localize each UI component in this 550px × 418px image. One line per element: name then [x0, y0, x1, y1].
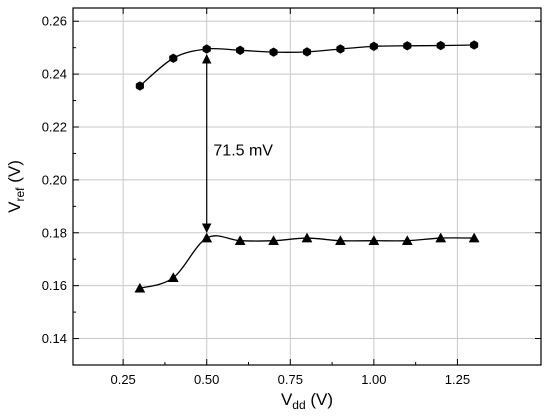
plot-frame — [72, 7, 542, 366]
data-point — [134, 282, 146, 293]
series-layer — [134, 40, 480, 293]
data-point — [336, 44, 345, 54]
data-point — [368, 235, 380, 245]
x-tick-label: 1.00 — [361, 372, 386, 387]
data-point — [301, 232, 313, 243]
data-point — [335, 235, 346, 245]
data-point — [167, 272, 179, 282]
y-axis-title-unit: (V) — [5, 160, 24, 187]
y-tick-label: 0.16 — [42, 278, 67, 293]
y-tick-label: 0.22 — [42, 120, 67, 135]
y-tick-label: 0.26 — [42, 14, 67, 29]
y-axis-title: Vref (V) — [5, 160, 27, 213]
data-point — [403, 41, 412, 51]
x-axis-title: Vdd (V) — [281, 390, 333, 412]
data-point — [435, 232, 447, 243]
tick-layer: 0.25 0.50 0.75 1.00 1.25 0.14 0.16 0.18 0.20 0.22… — [42, 8, 541, 387]
data-point — [470, 40, 479, 50]
x-axis-title-main: V — [281, 390, 293, 409]
x-tick-label: 0.75 — [278, 372, 303, 387]
series-hexagon — [135, 40, 479, 91]
y-tick-label: 0.18 — [42, 225, 67, 240]
series-line — [139, 235, 475, 289]
x-tick-label: 1.25 — [445, 372, 470, 387]
annotation-label: 71.5 mV — [213, 142, 273, 159]
y-tick-label: 0.14 — [42, 331, 67, 346]
data-point — [369, 41, 378, 52]
y-tick-label: 0.20 — [42, 172, 67, 187]
x-axis-title-sub: dd — [292, 398, 305, 412]
y-tick-label: 0.24 — [42, 67, 67, 82]
x-tick-label: 0.50 — [194, 372, 219, 387]
data-point — [202, 44, 211, 54]
data-point — [268, 235, 279, 245]
series-triangle — [134, 232, 480, 293]
x-tick-label: 0.25 — [110, 372, 135, 387]
annotation-layer: 71.5 mV — [201, 54, 273, 234]
data-point — [201, 232, 213, 243]
data-point — [236, 45, 245, 55]
y-axis-title-main: V — [5, 201, 24, 213]
data-point — [135, 81, 144, 91]
data-point — [234, 235, 246, 245]
y-axis-title-sub: ref — [13, 187, 27, 202]
data-point — [302, 47, 312, 57]
x-axis-title-unit: (V) — [306, 390, 333, 409]
data-point — [169, 53, 178, 63]
data-point — [468, 232, 480, 243]
data-point — [401, 235, 413, 245]
grid — [73, 8, 541, 365]
data-point — [436, 40, 445, 51]
data-point — [269, 47, 278, 57]
